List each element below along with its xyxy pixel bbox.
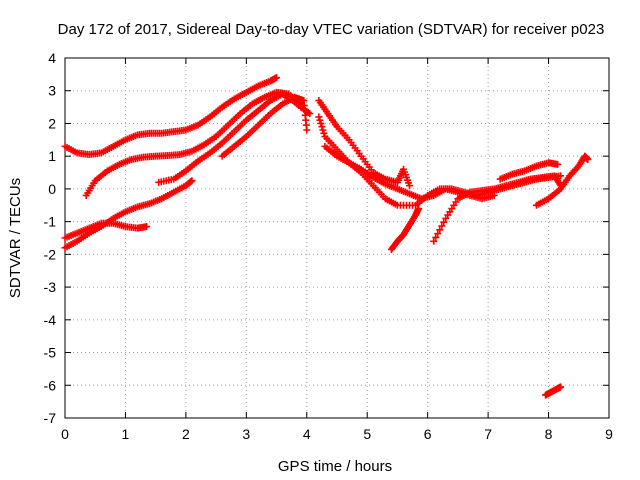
- chart-title: Day 172 of 2017, Sidereal Day-to-day VTE…: [58, 21, 605, 38]
- data-point: [490, 191, 498, 199]
- tick-marks: [64, 57, 610, 419]
- data-point: [584, 155, 592, 163]
- x-tick-label: 4: [303, 426, 311, 442]
- data-point: [406, 182, 414, 190]
- data-point: [430, 237, 438, 245]
- y-tick-label: -2: [44, 246, 57, 262]
- x-tick-label: 0: [61, 426, 69, 442]
- y-tick-label: -1: [44, 214, 57, 230]
- y-tick-label: 4: [48, 50, 56, 66]
- x-tick-label: 1: [122, 426, 130, 442]
- series-arc-f: [218, 93, 311, 160]
- series-arc-n: [542, 383, 565, 399]
- data-point: [432, 233, 440, 241]
- x-tick-labels: 0 1 2 3 4 5 6 7 8 9: [61, 426, 613, 442]
- data-point: [315, 113, 323, 121]
- y-tick-label: 0: [48, 181, 56, 197]
- data-point: [306, 110, 314, 118]
- y-tick-label: 3: [48, 83, 56, 99]
- x-axis-label: GPS time / hours: [278, 458, 392, 475]
- data-point: [434, 230, 442, 238]
- x-tick-label: 6: [424, 426, 432, 442]
- x-tick-label: 5: [363, 426, 371, 442]
- series-arc-m: [532, 152, 592, 209]
- data-point: [318, 123, 326, 131]
- plot-frame: [64, 57, 610, 419]
- series-arc-c: [61, 177, 196, 252]
- data-point: [440, 218, 448, 226]
- series-arc-g: [315, 97, 414, 190]
- data-point: [415, 205, 423, 213]
- series-arc-i: [321, 142, 498, 203]
- data-point: [273, 74, 281, 82]
- series-arc-a: [61, 74, 281, 159]
- data-point: [438, 222, 446, 230]
- data-point: [436, 226, 444, 234]
- data-point: [303, 126, 311, 134]
- y-tick-labels: -7 -6 -5 -4 -3 -2 -1 0 1 2 3 4: [44, 50, 57, 426]
- x-tick-label: 8: [545, 426, 553, 442]
- data-point: [554, 160, 562, 168]
- y-tick-label: -7: [44, 410, 57, 426]
- data-point: [187, 178, 195, 186]
- data-point: [557, 172, 565, 180]
- data-point: [143, 223, 151, 231]
- grid: [65, 58, 609, 418]
- data-point: [319, 126, 327, 134]
- y-tick-label: 2: [48, 115, 56, 131]
- series-arc-j: [387, 205, 423, 253]
- x-tick-label: 2: [182, 426, 190, 442]
- data-points: [61, 74, 592, 399]
- x-tick-label: 9: [605, 426, 613, 442]
- y-axis-label: SDTVAR / TECUs: [7, 178, 24, 298]
- data-point: [317, 119, 325, 127]
- data-point: [557, 383, 565, 391]
- x-tick-label: 7: [484, 426, 492, 442]
- y-tick-label: -6: [44, 377, 57, 393]
- series-arc-l: [496, 159, 562, 183]
- series-arc-e: [155, 90, 314, 186]
- y-tick-label: -3: [44, 279, 57, 295]
- y-tick-label: -4: [44, 312, 57, 328]
- series-arc-d: [61, 219, 151, 242]
- data-point: [316, 116, 324, 124]
- data-point: [188, 177, 196, 185]
- data-point: [320, 129, 328, 137]
- y-tick-label: 1: [48, 148, 56, 164]
- series-arc-k: [430, 172, 565, 245]
- y-tick-label: -5: [44, 345, 57, 361]
- x-tick-label: 3: [242, 426, 250, 442]
